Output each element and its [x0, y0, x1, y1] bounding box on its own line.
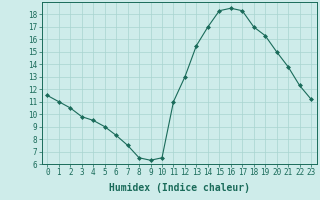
- X-axis label: Humidex (Indice chaleur): Humidex (Indice chaleur): [109, 183, 250, 193]
